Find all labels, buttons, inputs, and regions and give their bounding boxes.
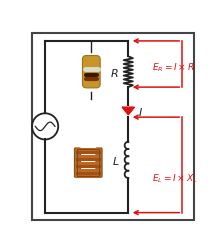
Text: $L$: $L$: [112, 155, 119, 167]
FancyBboxPatch shape: [74, 148, 80, 177]
Polygon shape: [122, 108, 134, 115]
Text: $E_L = I \times X_L$: $E_L = I \times X_L$: [152, 172, 198, 184]
Text: $R$: $R$: [110, 67, 119, 78]
Text: $E_R = I \times R$: $E_R = I \times R$: [152, 61, 195, 73]
FancyBboxPatch shape: [82, 56, 100, 88]
Text: $I$: $I$: [138, 106, 143, 117]
FancyBboxPatch shape: [96, 148, 102, 177]
